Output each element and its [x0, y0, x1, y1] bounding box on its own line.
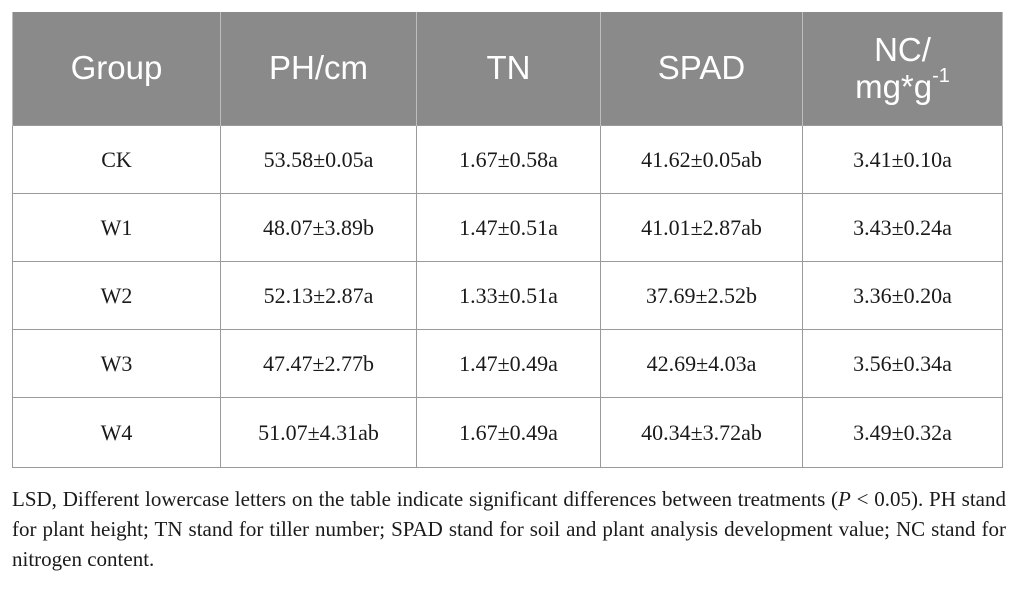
cell-group: W1 — [12, 193, 221, 262]
table-row: W1 48.07±3.89b 1.47±0.51a 41.01±2.87ab 3… — [12, 193, 1003, 262]
table-row: W4 51.07±4.31ab 1.67±0.49a 40.34±3.72ab … — [12, 397, 1003, 468]
cell-nc: 3.49±0.32a — [802, 397, 1003, 468]
cell-group: W4 — [12, 397, 221, 468]
cell-spad: 37.69±2.52b — [600, 261, 803, 330]
cell-group: W3 — [12, 329, 221, 398]
cell-nc: 3.56±0.34a — [802, 329, 1003, 398]
header-tn: TN — [416, 12, 601, 126]
data-table-container: Group PH/cm TN SPAD NC/mg*g-1 CK 53.58±0… — [12, 12, 1003, 468]
table-row: CK 53.58±0.05a 1.67±0.58a 41.62±0.05ab 3… — [12, 125, 1003, 194]
cell-nc: 3.36±0.20a — [802, 261, 1003, 330]
header-group: Group — [12, 12, 221, 126]
cell-ph: 51.07±4.31ab — [220, 397, 417, 468]
header-nc: NC/mg*g-1 — [802, 12, 1003, 126]
header-ph: PH/cm — [220, 12, 417, 126]
table-body: CK 53.58±0.05a 1.67±0.58a 41.62±0.05ab 3… — [12, 125, 1003, 468]
cell-spad: 42.69±4.03a — [600, 329, 803, 398]
cell-ph: 52.13±2.87a — [220, 261, 417, 330]
cell-group: CK — [12, 125, 221, 194]
cell-nc: 3.43±0.24a — [802, 193, 1003, 262]
cell-tn: 1.47±0.51a — [416, 193, 601, 262]
cell-ph: 48.07±3.89b — [220, 193, 417, 262]
cell-tn: 1.33±0.51a — [416, 261, 601, 330]
data-table: Group PH/cm TN SPAD NC/mg*g-1 CK 53.58±0… — [12, 12, 1003, 468]
cell-ph: 53.58±0.05a — [220, 125, 417, 194]
cell-spad: 41.62±0.05ab — [600, 125, 803, 194]
footnote-p-symbol: P — [838, 487, 851, 511]
table-row: W3 47.47±2.77b 1.47±0.49a 42.69±4.03a 3.… — [12, 329, 1003, 398]
footnote-text-2: < 0.05). PH stand for plant height; TN s… — [12, 487, 1006, 571]
header-spad: SPAD — [600, 12, 803, 126]
table-row: W2 52.13±2.87a 1.33±0.51a 37.69±2.52b 3.… — [12, 261, 1003, 330]
cell-group: W2 — [12, 261, 221, 330]
cell-tn: 1.67±0.58a — [416, 125, 601, 194]
cell-tn: 1.47±0.49a — [416, 329, 601, 398]
table-header: Group PH/cm TN SPAD NC/mg*g-1 — [12, 12, 1003, 126]
header-nc-line2: mg*g — [855, 67, 933, 105]
header-nc-exponent: -1 — [932, 64, 950, 87]
footnote-text-1: LSD, Different lowercase letters on the … — [12, 487, 839, 511]
cell-nc: 3.41±0.10a — [802, 125, 1003, 194]
header-nc-line1: NC/ — [874, 30, 931, 68]
header-row: Group PH/cm TN SPAD NC/mg*g-1 — [12, 12, 1003, 126]
cell-ph: 47.47±2.77b — [220, 329, 417, 398]
cell-spad: 40.34±3.72ab — [600, 397, 803, 468]
cell-tn: 1.67±0.49a — [416, 397, 601, 468]
table-footnote: LSD, Different lowercase letters on the … — [12, 484, 1006, 574]
cell-spad: 41.01±2.87ab — [600, 193, 803, 262]
